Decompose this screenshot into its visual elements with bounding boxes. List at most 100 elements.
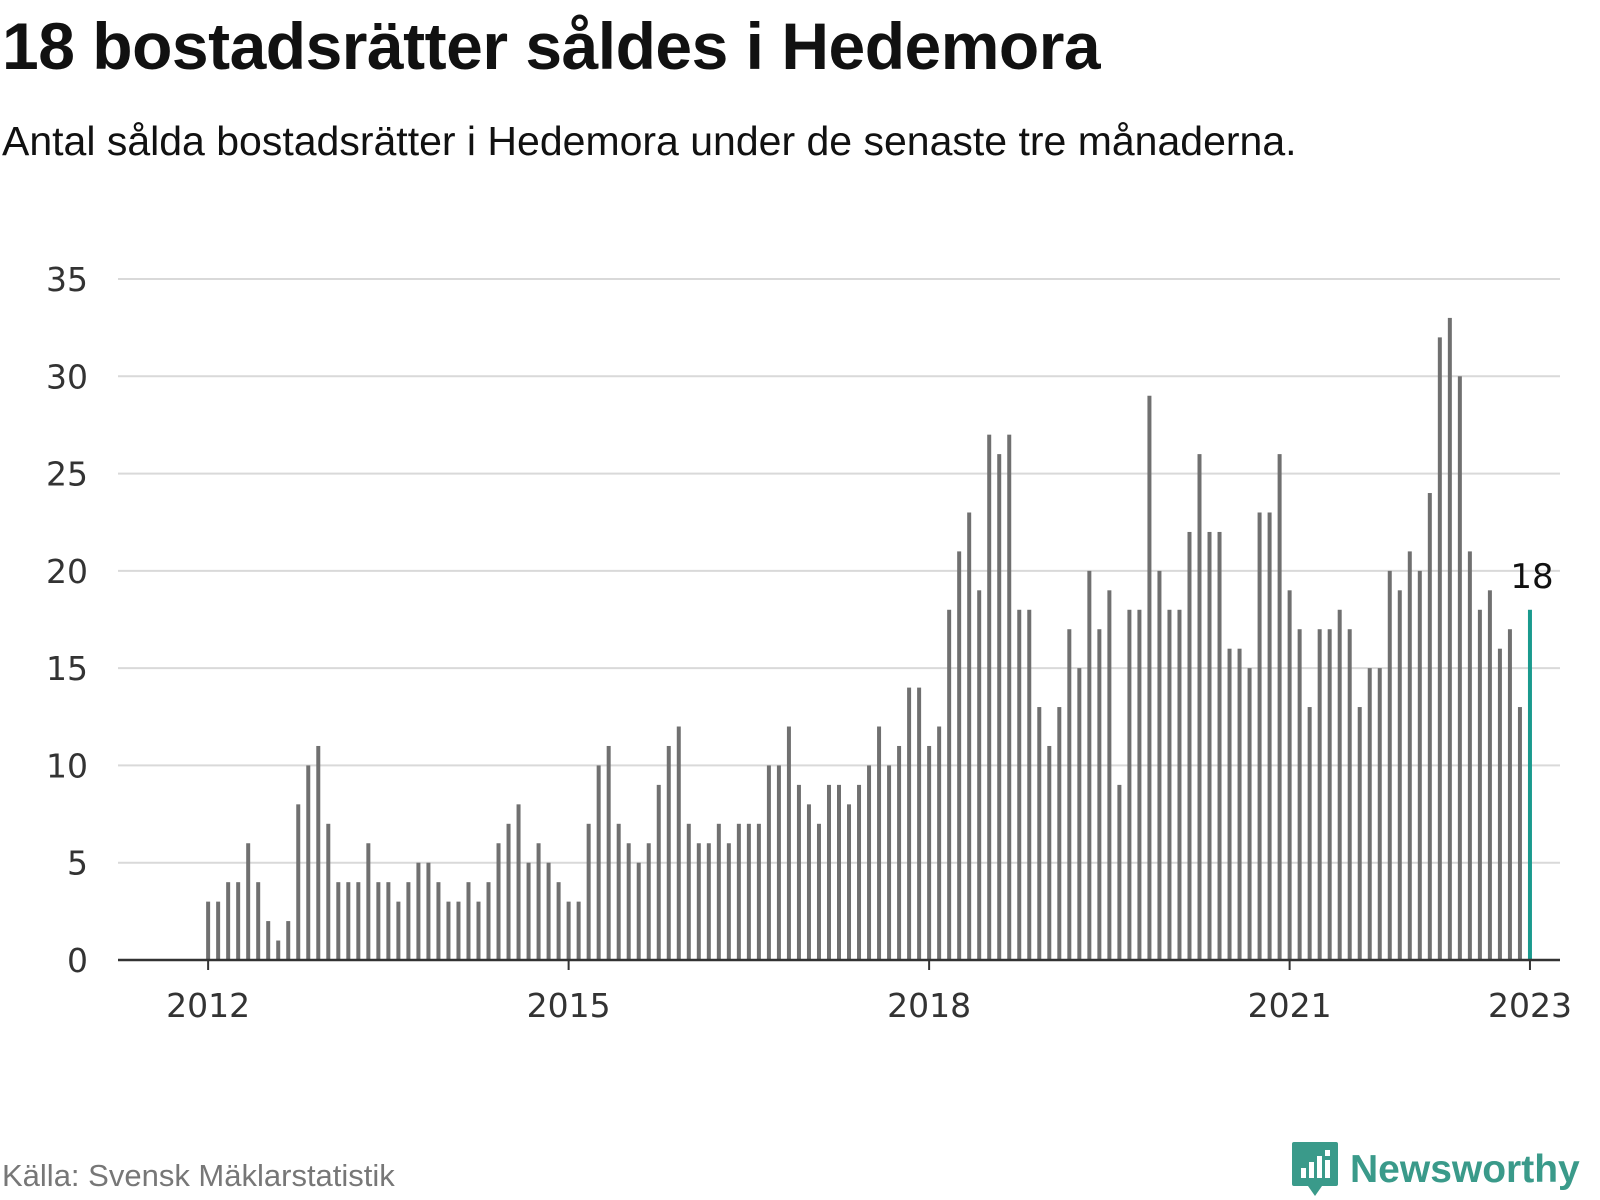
bar xyxy=(1177,609,1182,960)
x-tick-label: 2023 xyxy=(1488,986,1572,1025)
bar xyxy=(706,843,711,960)
bar xyxy=(1027,609,1032,960)
y-tick-label: 25 xyxy=(46,455,88,494)
bar xyxy=(346,882,351,960)
bar xyxy=(446,901,451,960)
bar xyxy=(1077,668,1082,960)
bar xyxy=(416,862,421,960)
bar xyxy=(626,843,631,960)
bar xyxy=(356,882,361,960)
bar xyxy=(286,921,291,960)
bar xyxy=(1377,668,1382,960)
bar xyxy=(1067,629,1072,960)
bar xyxy=(576,901,581,960)
bar xyxy=(406,882,411,960)
bar xyxy=(776,765,781,960)
bar xyxy=(1237,648,1242,960)
bar xyxy=(556,882,561,960)
bar xyxy=(1287,590,1292,960)
bar xyxy=(877,726,882,960)
bar xyxy=(937,726,942,960)
bar xyxy=(456,901,461,960)
bar xyxy=(1097,629,1102,960)
bar xyxy=(656,784,661,960)
bar xyxy=(1367,668,1372,960)
bar xyxy=(1497,648,1502,960)
bar xyxy=(1357,707,1362,960)
bar-highlight xyxy=(1527,609,1532,960)
last-value-label: 18 xyxy=(1510,557,1553,597)
bar xyxy=(857,784,862,960)
bar xyxy=(1507,629,1512,960)
bar xyxy=(366,843,371,960)
bar xyxy=(676,726,681,960)
bar xyxy=(907,687,912,960)
bar xyxy=(686,823,691,960)
bar xyxy=(1417,570,1422,960)
bar xyxy=(586,823,591,960)
bar xyxy=(1407,551,1412,960)
bar xyxy=(1467,551,1472,960)
bar xyxy=(206,901,211,960)
bar xyxy=(476,901,481,960)
bar xyxy=(1397,590,1402,960)
bars xyxy=(206,317,1532,961)
bar xyxy=(1257,512,1262,960)
bar xyxy=(756,823,761,960)
bar xyxy=(1037,707,1042,960)
y-tick-label: 30 xyxy=(46,357,88,396)
bar xyxy=(1147,395,1152,960)
bar xyxy=(1277,454,1282,960)
bar xyxy=(897,745,902,960)
bar xyxy=(1487,590,1492,960)
bar xyxy=(847,804,852,960)
bar xyxy=(426,862,431,960)
bar xyxy=(226,882,231,960)
bar xyxy=(596,765,601,960)
bar xyxy=(1437,337,1442,960)
bar xyxy=(246,843,251,960)
bar xyxy=(987,434,992,961)
bar xyxy=(306,765,311,960)
bar xyxy=(786,726,791,960)
bar xyxy=(386,882,391,960)
bar xyxy=(947,609,952,960)
bar xyxy=(256,882,261,960)
bar xyxy=(816,823,821,960)
bar xyxy=(1217,531,1222,960)
bar xyxy=(336,882,341,960)
gridlines xyxy=(118,278,1560,864)
bar xyxy=(837,784,841,960)
bar xyxy=(967,512,972,960)
bar xyxy=(1087,570,1092,960)
bar xyxy=(316,745,321,960)
bar xyxy=(1047,745,1052,960)
bar xyxy=(1157,570,1162,960)
bar xyxy=(606,745,611,960)
bar xyxy=(1187,531,1192,960)
bar xyxy=(746,823,751,960)
source-note: Källa: Svensk Mäklarstatistik xyxy=(2,1158,395,1193)
x-axis-labels: 2012 2015 2018 2021 2023 xyxy=(166,986,1572,1025)
bar xyxy=(326,823,331,960)
bar xyxy=(436,882,441,960)
bar xyxy=(1197,454,1202,960)
bar xyxy=(516,804,521,960)
bar xyxy=(216,901,221,960)
y-tick-label: 15 xyxy=(46,649,88,688)
y-tick-label: 35 xyxy=(46,260,88,299)
chart-subtitle: Antal sålda bostadsrätter i Hedemora und… xyxy=(2,118,1297,164)
bar xyxy=(646,843,651,960)
bar xyxy=(716,823,721,960)
bar xyxy=(566,901,571,960)
bar xyxy=(826,784,831,960)
bar xyxy=(296,804,301,960)
bar xyxy=(526,862,531,960)
bar xyxy=(1247,668,1252,960)
bar xyxy=(1057,707,1062,960)
brand-logo[interactable]: Newsworthy xyxy=(1290,1140,1580,1200)
chart-title: 18 bostadsrätter såldes i Hedemora xyxy=(2,9,1101,83)
bar xyxy=(1307,707,1312,960)
bar xyxy=(1447,317,1452,960)
